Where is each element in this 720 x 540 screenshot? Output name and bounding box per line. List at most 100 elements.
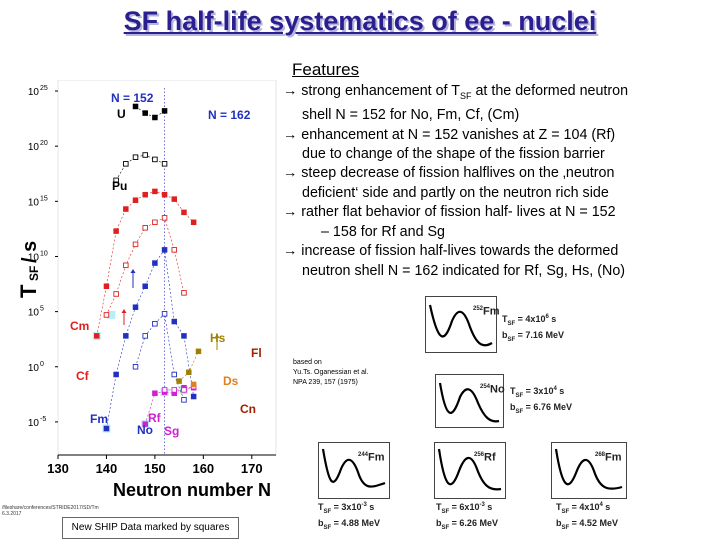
data-point-cm (181, 209, 187, 216)
y-tick-exponent: 5 (40, 306, 44, 313)
feature-continuation: – 158 for Rf and Sg (321, 223, 445, 240)
y-axis-label-unit: / s (20, 241, 41, 263)
data-point-ds (190, 381, 197, 388)
data-point-no (132, 364, 139, 370)
element-label-cn: Cn (240, 402, 256, 416)
data-point-cf (152, 219, 158, 226)
barrier-panel (318, 442, 390, 499)
x-tick-label: 170 (241, 461, 263, 476)
data-point-pu (132, 154, 139, 160)
barrier-values: TSF = 3x10-3 s bSF = 4.88 MeV (318, 500, 380, 534)
file-date: 6.3.2017 (2, 511, 22, 517)
data-point-u (142, 110, 148, 116)
file-note: /fileshare/conferences/STRIDE2017/SD/Tm … (2, 505, 99, 517)
data-point-fm (123, 333, 129, 339)
plot-area (57, 80, 277, 456)
data-point-hs (176, 378, 182, 384)
data-point-fm (171, 318, 178, 325)
barrier-height-value: bSF = 4.88 MeV (318, 517, 380, 531)
shell-label-n152: N = 152 (111, 91, 154, 105)
element-symbol: No (490, 383, 505, 396)
element-label-sg: Sg (164, 424, 179, 438)
y-tick-label: 10 (28, 87, 40, 98)
slide-title: SF half-life systematics of ee - nuclei (123, 6, 597, 36)
barrier-height-value: bSF = 7.16 MeV (502, 329, 564, 343)
data-point-cm (190, 219, 197, 226)
barrier-curve-plot (554, 448, 623, 490)
feature-item: → enhancement at N = 152 vanishes at Z =… (283, 126, 715, 165)
series-line-sg (164, 386, 194, 391)
data-point-cm (142, 191, 148, 198)
barrier-curve-plot (437, 448, 502, 491)
halflife-value: TSF = 3x104 s (510, 386, 565, 399)
data-point-no (152, 320, 158, 327)
series-line-fm (106, 249, 194, 429)
y-tick-label: 10 (28, 308, 40, 319)
data-point-fm (142, 283, 148, 289)
data-point-pu (152, 156, 158, 163)
feature-text: at the deformed neutron (471, 83, 629, 99)
x-tick-label: 130 (47, 461, 69, 476)
data-point-cf (123, 262, 129, 269)
series-line-cf (106, 217, 185, 316)
mass-number: 268 (595, 452, 606, 458)
y-tick-label: 10 (28, 363, 40, 374)
x-tick-label: 140 (96, 461, 118, 476)
barrier-height-value: bSF = 4.52 MeV (556, 517, 618, 531)
barrier-curve (554, 448, 623, 490)
data-point-fm (181, 333, 187, 339)
mass-number: 254 (480, 384, 491, 390)
nucleus-label: 244Fm (358, 450, 385, 464)
barrier-panel (551, 442, 627, 499)
data-point-cm (152, 188, 158, 195)
data-point-pu (113, 177, 119, 184)
barrier-curve (428, 304, 493, 347)
y-tick-exponent: 25 (40, 85, 48, 92)
y-tick-exponent: 20 (40, 140, 48, 147)
data-point-fm (113, 371, 119, 378)
data-point-pu (123, 161, 129, 167)
y-axis-label: T (20, 284, 41, 298)
data-point-no (161, 311, 168, 317)
data-point-fm (161, 247, 168, 253)
data-point-no (142, 333, 148, 339)
new-ship-highlight (107, 310, 116, 319)
y-axis-label-sub: SF (27, 266, 41, 281)
feature-continuation: due to change of the shape of the fissio… (302, 146, 605, 163)
chart-labels: T SF / s Neutron number N N = 152 N = 162 U Pu C… (20, 91, 271, 500)
data-point-cf (142, 225, 148, 231)
halflife-value: TSF = 6x10-3 s (436, 502, 493, 515)
element-label-rf: Rf (148, 411, 162, 425)
barrier-height-value: bSF = 6.76 MeV (510, 401, 572, 415)
mass-number: 244 (358, 452, 369, 458)
shell-label-n162: N = 162 (208, 108, 251, 122)
arrow-head (121, 309, 127, 313)
element-symbol: Fm (368, 451, 385, 464)
file-path: /fileshare/conferences/STRIDE2017/SD/Tm (2, 505, 99, 511)
feature-continuation: deficient‘ side and partly on the neutro… (302, 184, 609, 201)
data-point-cf (113, 291, 119, 297)
data-point-pu (142, 152, 148, 158)
data-point-cm (171, 196, 178, 202)
data-point-fm (190, 393, 197, 400)
feature-text: → strong enhancement of T (283, 83, 460, 99)
nucleus-label: 254No (480, 382, 505, 396)
data-point-fm (132, 304, 139, 310)
arrow-head (214, 334, 220, 338)
barrier-panel (425, 296, 497, 353)
data-point-cm (94, 333, 100, 339)
data-point-hs (186, 369, 192, 376)
data-point-cm (161, 191, 168, 198)
data-point-cf (103, 312, 110, 318)
data-point-no (171, 371, 178, 378)
element-label-fl: Fl (251, 346, 262, 360)
y-tick-exponent: 10 (40, 250, 48, 257)
data-point-cm (132, 197, 139, 203)
data-point-cm (113, 228, 119, 234)
barrier-height-value: bSF = 6.26 MeV (436, 517, 498, 531)
element-label-no: No (137, 423, 153, 437)
y-tick-label: 10 (28, 252, 40, 263)
data-point-cf (181, 290, 187, 296)
y-tick-label: 10 (28, 418, 40, 429)
